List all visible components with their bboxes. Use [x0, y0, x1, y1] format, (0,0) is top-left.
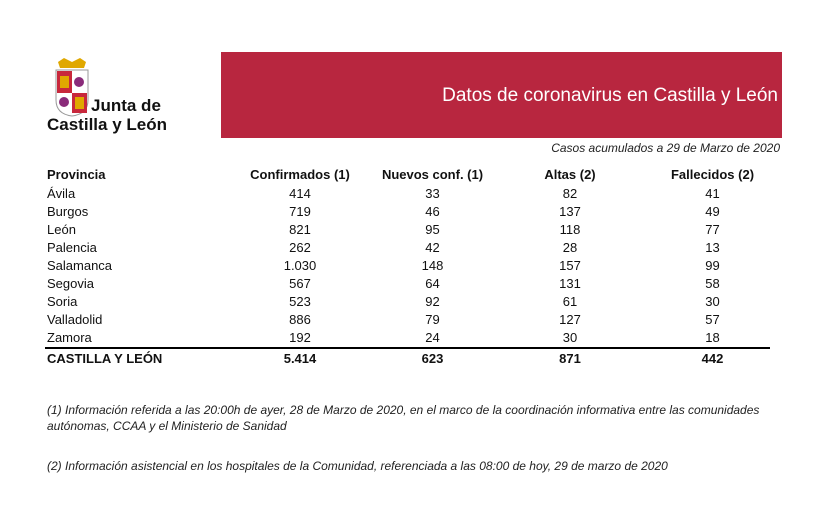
body-cell: Segovia: [47, 276, 94, 291]
head-cell: Provincia: [47, 167, 106, 182]
body-cell: 414: [289, 186, 311, 201]
body-cell: 42: [425, 240, 440, 255]
banner-title: Datos de coronavirus en Castilla y León: [442, 85, 778, 106]
body-cell: 131: [559, 276, 581, 291]
total-row: CASTILLA Y LEÓN 5.414 623 871 442: [45, 347, 770, 368]
body-row: Zamora 192 24 30 18: [45, 329, 770, 348]
body-cell: 79: [425, 312, 440, 327]
body-cell: Burgos: [47, 204, 89, 219]
body-cell: 118: [559, 222, 581, 237]
body-row: Soria 523 92 61 30: [45, 293, 770, 311]
body-cell: 30: [705, 294, 720, 309]
body-row: Burgos 719 46 137 49: [45, 203, 770, 221]
total-cell: 442: [655, 347, 770, 368]
body-cell: 148: [421, 258, 444, 273]
banner: Datos de coronavirus en Castilla y León: [221, 52, 782, 138]
body-cell: 523: [289, 294, 311, 309]
total-cell: 871: [485, 347, 655, 368]
data-table: Provincia Confirmados (1) Nuevos conf. (1)…: [45, 165, 770, 368]
body-cell: 886: [289, 312, 311, 327]
logo-line: Junta de: [91, 96, 161, 115]
body-cell: Valladolid: [47, 312, 103, 327]
body-cell: León: [47, 222, 76, 237]
logo-line: Castilla y León: [47, 115, 167, 134]
logo-shield: [55, 58, 89, 117]
footnote: (2) Información asistencial en los hospi…: [47, 459, 668, 473]
body-cell: 92: [425, 294, 440, 309]
body-cell: 719: [289, 204, 311, 219]
total-cell: 5.414: [220, 347, 380, 368]
body-cell: 49: [705, 204, 720, 219]
body-row: Valladolid 886 79 127 57: [45, 311, 770, 329]
body-row: León 821 95 118 77: [45, 221, 770, 239]
head-cell: Nuevos conf. (1): [381, 167, 484, 182]
body-cell: 61: [562, 294, 578, 309]
subtitle: Casos acumulados a 29 de Marzo de 2020: [551, 141, 780, 155]
body-cell: 1.030: [283, 258, 317, 273]
total-cell: CASTILLA Y LEÓN: [45, 347, 220, 368]
body-cell: 64: [425, 276, 440, 291]
head-row: Provincia Confirmados (1) Nuevos conf. (1)…: [45, 165, 770, 185]
body-row: Palencia 262 42 28 13: [45, 239, 770, 257]
body-cell: 95: [425, 222, 440, 237]
head-cell: Altas (2): [544, 167, 596, 182]
body-cell: 262: [289, 240, 311, 255]
body-row: Salamanca 1.030 148 157 99: [45, 257, 770, 275]
footnote: (1) Información referida a las 20:00h de…: [47, 403, 760, 433]
body-cell: 77: [705, 222, 720, 237]
body-cell: 99: [705, 258, 720, 273]
body-cell: 30: [562, 330, 578, 345]
body-cell: 58: [705, 276, 720, 291]
body-cell: 157: [559, 258, 581, 273]
body-row: Segovia 567 64 131 58: [45, 275, 770, 293]
body-cell: 82: [562, 186, 578, 201]
body-cell: 13: [705, 240, 720, 255]
body-cell: 57: [705, 312, 720, 327]
body-cell: 192: [289, 330, 311, 345]
body-row: Ávila 414 33 82 41: [45, 185, 770, 203]
logo-text: Junta de Castilla y León: [47, 96, 167, 134]
body-cell: 821: [289, 222, 311, 237]
body-cell: Soria: [47, 294, 78, 309]
body-cell: 41: [705, 186, 720, 201]
body-cell: 28: [562, 240, 578, 255]
body-cell: 46: [425, 204, 440, 219]
head-cell: Fallecidos (2): [670, 167, 755, 182]
body-cell: Ávila: [47, 186, 76, 201]
body-cell: 18: [705, 330, 720, 345]
total-cell: 623: [380, 347, 485, 368]
body-cell: Zamora: [47, 330, 92, 345]
body-cell: Salamanca: [47, 258, 113, 273]
body-cell: Palencia: [47, 240, 97, 255]
body-cell: 33: [425, 186, 440, 201]
body-cell: 567: [289, 276, 311, 291]
body-cell: 137: [559, 204, 581, 219]
head-cell: Confirmados (1): [250, 167, 350, 182]
body-cell: 24: [425, 330, 440, 345]
body-cell: 127: [559, 312, 581, 327]
